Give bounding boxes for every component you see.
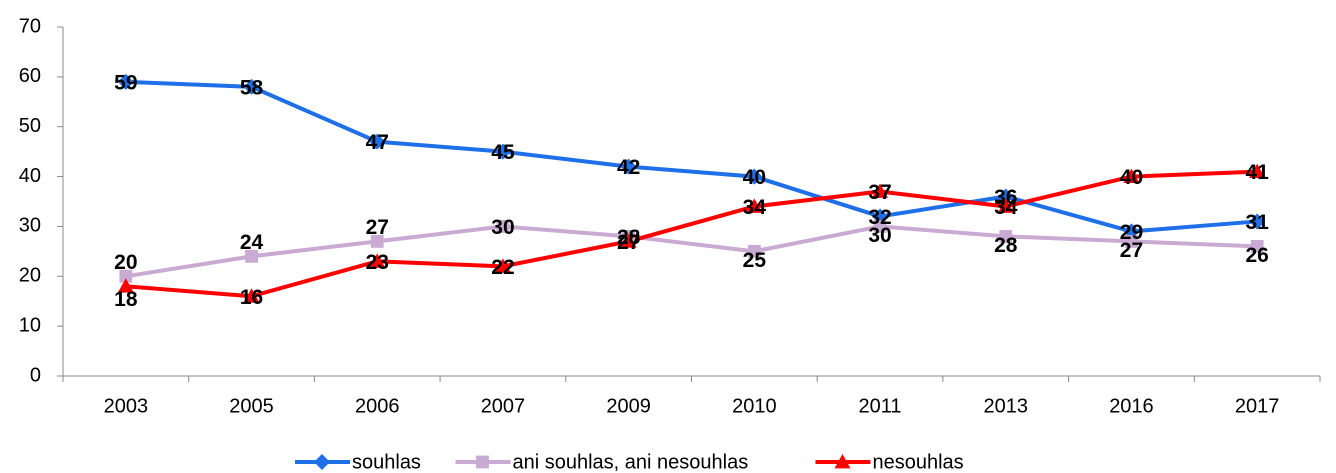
data-label: 30: [491, 216, 514, 239]
x-tick-label: 2010: [732, 395, 777, 417]
y-tick-label: 10: [19, 314, 41, 336]
data-label: 20: [114, 251, 137, 274]
x-tick-label: 2009: [606, 395, 651, 417]
data-label: 30: [868, 224, 891, 247]
x-tick-label: 2007: [481, 395, 526, 417]
marker: [620, 233, 637, 248]
marker: [117, 73, 134, 90]
y-tick-label: 40: [19, 165, 41, 187]
series-line: [125, 169, 1258, 299]
marker: [243, 78, 260, 95]
data-label: 31: [1245, 211, 1269, 234]
marker: [997, 188, 1014, 205]
data-label: 23: [366, 251, 389, 274]
x-tick-label: 2006: [355, 395, 400, 417]
marker: [245, 249, 258, 263]
marker: [1249, 213, 1266, 230]
marker: [1123, 168, 1140, 183]
data-label: 27: [1120, 239, 1143, 262]
data-label: 40: [743, 166, 766, 189]
series-line: [125, 224, 1258, 279]
marker: [314, 454, 330, 470]
marker: [746, 168, 763, 185]
series-line: [125, 79, 1258, 234]
legend-label: ani souhlas, ani nesouhlas: [513, 451, 749, 473]
legend-label: nesouhlas: [873, 451, 964, 473]
marker: [494, 258, 511, 273]
data-label: 42: [617, 156, 640, 179]
data-label: 32: [868, 206, 891, 229]
x-tick-label: 2017: [1235, 395, 1280, 417]
data-label: 24: [240, 231, 264, 254]
data-label: 45: [491, 141, 515, 164]
y-tick-label: 50: [19, 115, 41, 137]
y-tick-label: 70: [19, 15, 41, 37]
legend-label: souhlas: [352, 451, 421, 473]
data-label: 28: [617, 226, 641, 249]
x-tick-label: 2016: [1109, 395, 1154, 417]
data-label: 59: [114, 71, 137, 94]
marker: [369, 133, 386, 150]
data-label: 37: [868, 181, 891, 204]
x-tick-label: 2013: [984, 395, 1029, 417]
x-tick-label: 2011: [859, 395, 902, 417]
x-tick-label: 2003: [104, 395, 149, 417]
marker: [243, 288, 260, 303]
marker: [370, 234, 384, 248]
y-tick-label: 30: [19, 215, 41, 237]
marker: [494, 143, 511, 160]
data-label: 34: [743, 196, 767, 219]
data-label: 40: [1120, 166, 1143, 189]
marker: [369, 253, 386, 268]
data-label: 22: [491, 256, 514, 279]
marker: [496, 220, 510, 233]
data-label: 28: [994, 234, 1018, 257]
marker: [1250, 239, 1264, 253]
data-label: 16: [240, 286, 263, 309]
data-label: 29: [1120, 221, 1143, 244]
marker: [997, 198, 1014, 213]
marker: [117, 278, 134, 293]
marker: [620, 158, 637, 175]
data-label: 58: [240, 76, 264, 99]
data-label: 34: [994, 196, 1018, 219]
y-tick-label: 0: [30, 364, 41, 386]
data-label: 25: [743, 249, 767, 272]
data-label: 27: [617, 231, 640, 254]
marker: [834, 454, 851, 469]
data-label: 18: [114, 288, 138, 311]
marker: [747, 244, 761, 258]
data-label: 41: [1245, 161, 1269, 184]
marker: [746, 198, 763, 213]
marker: [999, 230, 1013, 243]
y-tick-label: 20: [19, 265, 41, 287]
marker: [1249, 163, 1266, 178]
marker: [873, 220, 887, 233]
marker: [872, 183, 889, 198]
y-tick-label: 60: [19, 65, 41, 87]
marker: [119, 269, 133, 283]
data-label: 26: [1245, 244, 1268, 267]
data-label: 27: [366, 216, 389, 239]
data-label: 36: [994, 186, 1017, 209]
data-label: 47: [366, 131, 389, 154]
marker: [476, 455, 489, 469]
x-tick-label: 2005: [229, 395, 274, 417]
marker: [1125, 234, 1138, 248]
